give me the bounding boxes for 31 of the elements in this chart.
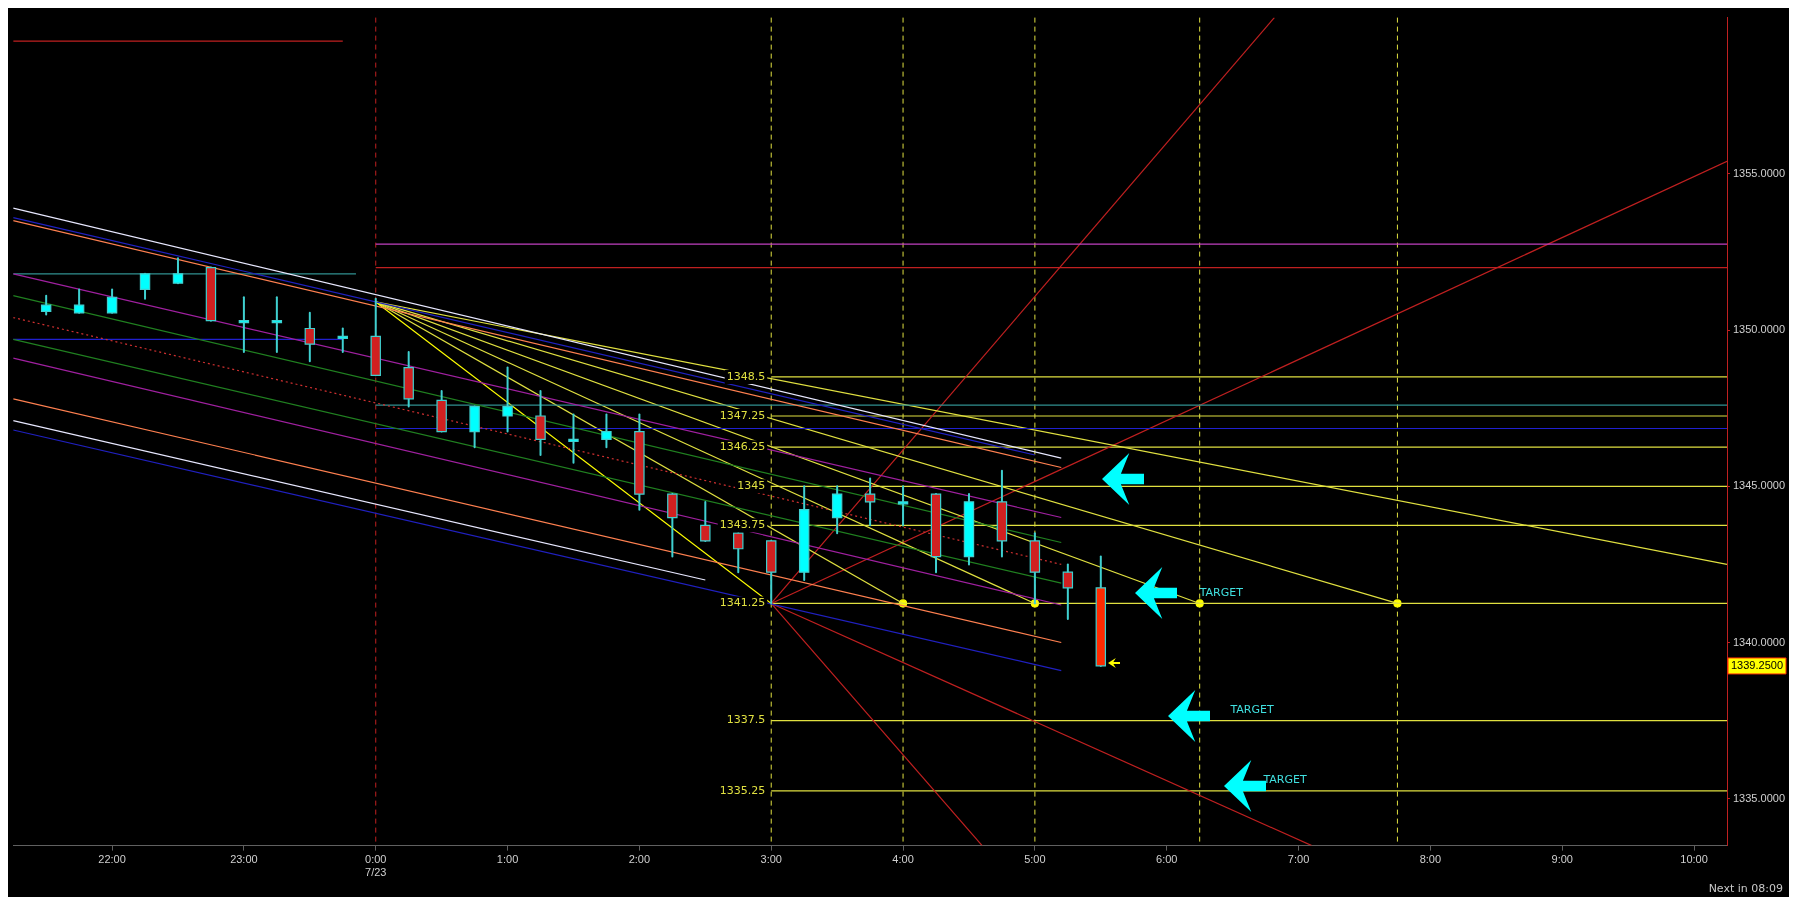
series-label: 1347.25 [719,408,766,422]
x-tick-label: 8:00 [1419,853,1442,866]
x-tick-label: 6:00 [1156,853,1178,866]
x-tick-label: 23:00 [230,853,258,866]
series-label: 1348.5 [726,369,766,383]
x-tick-label: 7:00 [1287,853,1310,866]
series-label: 1335.25 [719,783,766,797]
series-label: 1345 [737,479,766,493]
x-tick-label: 3:00 [760,853,782,866]
y-tick-label: 1335.0000 [1733,791,1785,804]
x-tick-label: 0:00 7/23 [365,853,387,879]
series-label: 1337.5 [726,713,766,727]
annotation: TARGET [1198,585,1244,599]
x-tick-label: 10:00 [1680,853,1708,866]
y-tick-label: 1345.0000 [1733,479,1785,492]
series-label: 1346.25 [719,440,766,454]
x-tick-label: 9:00 [1551,853,1573,866]
x-tick-label: 22:00 [98,853,126,866]
y-tick-label: 1350.0000 [1733,323,1785,336]
series-label: 1343.75 [719,518,766,532]
x-tick-label: 1:00 [496,853,519,866]
annotation: TARGET [1229,702,1274,716]
y-tick-label: 1355.0000 [1733,166,1785,179]
x-tick-label: 4:00 [892,853,914,866]
y-tick-label: 1340.0000 [1733,635,1785,648]
text: 1339.2500 [1731,658,1783,671]
series-label: 1341.25 [719,596,766,610]
x-tick-label: 2:00 [628,853,651,866]
text: Next in 08:09 [1708,882,1783,896]
annotation: TARGET [1262,773,1307,787]
x-tick-label: 5:00 [1024,853,1046,866]
